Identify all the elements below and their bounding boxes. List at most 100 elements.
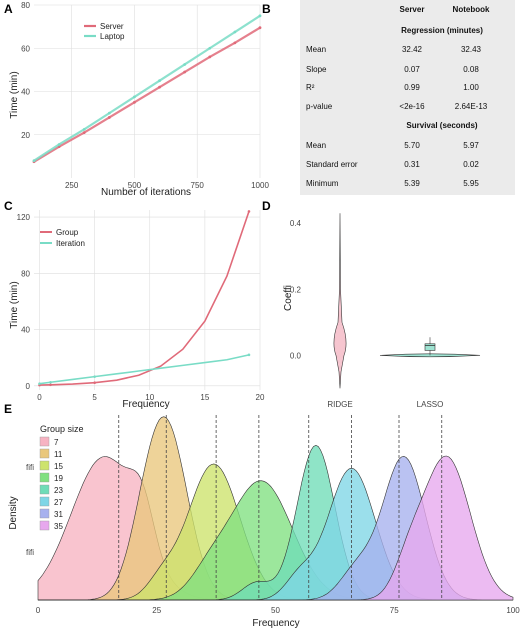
y-tick-label: 60 xyxy=(21,44,30,53)
table-section-regression: Regression (minutes) xyxy=(401,26,483,35)
legend-swatch xyxy=(39,448,50,459)
panel-a-ylabel: Time (min) xyxy=(9,71,20,118)
x-tick-label: 5 xyxy=(92,393,97,402)
x-tick-label: 1000 xyxy=(251,181,269,190)
x-tick-label: 15 xyxy=(200,393,209,402)
data-point xyxy=(258,14,262,18)
table-row-label: Standard error xyxy=(306,160,358,169)
table-row-label: Mean xyxy=(306,141,326,150)
table-row-label: p-value xyxy=(306,102,333,111)
legend-swatch xyxy=(39,508,50,519)
legend-label: Server xyxy=(100,22,124,31)
y-tick-label: 0.2 xyxy=(290,285,302,294)
data-point xyxy=(133,100,136,104)
panel-c-chart: Time (min) Frequency 0 40 80 120 0 5 10 15 20 Gro… xyxy=(9,210,265,410)
legend-label: 23 xyxy=(54,486,63,495)
x-tick-label: 10 xyxy=(145,393,154,402)
table-cell: 0.07 xyxy=(404,65,420,74)
panel-e-legend-title: Group size xyxy=(40,424,84,434)
data-point xyxy=(158,85,161,89)
table-cell: 32.43 xyxy=(461,45,482,54)
legend-label: 31 xyxy=(54,510,63,519)
legend-label: 11 xyxy=(54,450,63,459)
panel-b-table: Server Notebook Regression (minutes) Mea… xyxy=(300,0,515,195)
legend-label: 27 xyxy=(54,498,63,507)
x-tick-label: LASSO xyxy=(417,400,444,409)
legend-label: 19 xyxy=(54,474,63,483)
table-cell: 0.31 xyxy=(404,160,420,169)
legend-swatch xyxy=(39,472,50,483)
legend-label: Laptop xyxy=(100,32,125,41)
table-row-label: Mean xyxy=(306,45,326,54)
panel-e-chart: Density Frequency Group size fifi fifi 0 25… xyxy=(8,415,520,629)
panel-e-xlabel: Frequency xyxy=(252,618,299,629)
x-tick-label: 25 xyxy=(152,606,161,615)
panel-c-ylabel: Time (min) xyxy=(9,281,20,328)
panel-a-chart: Time (min) Number of iterations 20 40 60 80… xyxy=(9,1,269,198)
panel-e-letter: E xyxy=(4,402,12,416)
x-tick-label: 75 xyxy=(390,606,399,615)
data-point xyxy=(93,381,96,384)
data-point xyxy=(233,41,237,45)
data-point xyxy=(82,127,86,131)
y-tick-label: 80 xyxy=(21,269,30,278)
y-tick-label: 0 xyxy=(26,382,31,391)
data-point xyxy=(32,159,36,163)
table-row-label: Minimum xyxy=(306,179,339,188)
table-cell: 5.97 xyxy=(463,141,479,150)
data-point xyxy=(49,380,52,384)
table-cell: 0.08 xyxy=(463,65,479,74)
table-cell: 0.02 xyxy=(463,160,479,169)
y-tick-label: 80 xyxy=(21,1,30,10)
series-line xyxy=(33,26,261,163)
data-point xyxy=(183,70,187,74)
table-cell: 5.39 xyxy=(404,179,420,188)
data-point xyxy=(38,382,41,385)
x-tick-label: 20 xyxy=(256,393,265,402)
legend-swatch xyxy=(39,460,50,471)
panel-a-xlabel: Number of iterations xyxy=(101,187,191,198)
table-background xyxy=(300,0,515,195)
panel-c-xlabel: Frequency xyxy=(122,399,169,410)
x-tick-label: 0 xyxy=(36,606,41,615)
data-point xyxy=(233,30,237,34)
data-point xyxy=(158,79,161,83)
panel-e-ylabel: Density xyxy=(8,496,19,529)
y-tick-label: 0.4 xyxy=(290,219,302,228)
box xyxy=(424,343,436,351)
x-tick-label: 50 xyxy=(271,606,280,615)
x-tick-label: RIDGE xyxy=(327,400,352,409)
y-tick-label: 20 xyxy=(21,131,30,140)
legend-label: 7 xyxy=(54,438,59,447)
table-cell: 5.70 xyxy=(404,141,420,150)
y-tick-label: 0.0 xyxy=(290,351,302,360)
table-cell: 2.64E-13 xyxy=(455,102,488,111)
table-cell: 32.42 xyxy=(402,45,423,54)
legend-swatch xyxy=(39,520,50,531)
y-tick-label: fifi xyxy=(26,548,34,557)
table-cell: <2e-16 xyxy=(399,102,425,111)
data-point xyxy=(49,383,52,387)
density-curve xyxy=(38,455,514,601)
data-point xyxy=(93,375,96,378)
series-line xyxy=(33,14,261,162)
data-point xyxy=(107,116,111,119)
legend-label: 15 xyxy=(54,462,63,471)
panel-a-letter: A xyxy=(4,2,13,16)
panel-b-letter: B xyxy=(262,2,271,16)
legend-swatch xyxy=(39,484,50,495)
legend-label: Group xyxy=(56,228,79,237)
x-tick-label: 750 xyxy=(191,181,205,190)
data-point xyxy=(57,143,61,146)
x-tick-label: 500 xyxy=(128,181,142,190)
y-tick-label: fifi xyxy=(26,463,34,472)
series-line xyxy=(39,354,250,385)
x-tick-label: 250 xyxy=(65,181,79,190)
data-point xyxy=(247,353,251,357)
table-section-survival: Survival (seconds) xyxy=(406,121,477,130)
table-row-label: Slope xyxy=(306,65,327,74)
panel-d-letter: D xyxy=(262,199,271,213)
violin-ridge xyxy=(333,213,347,389)
data-point xyxy=(208,55,212,59)
